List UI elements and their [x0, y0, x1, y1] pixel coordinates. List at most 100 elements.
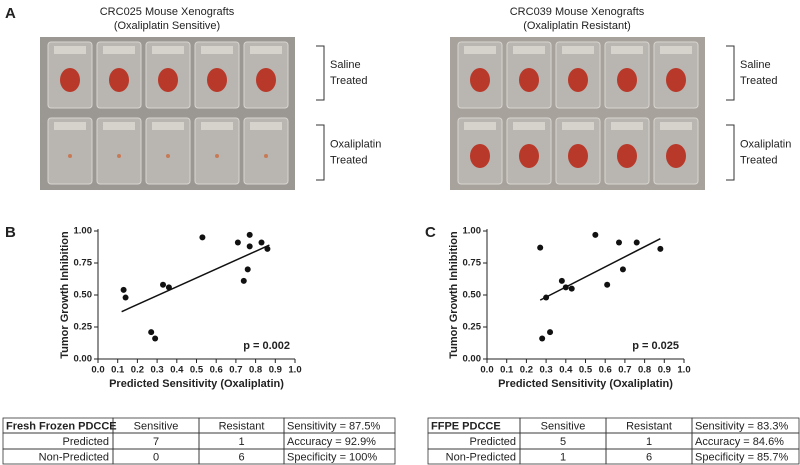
- x-tick-label: 1.0: [677, 365, 690, 376]
- x-tick-label: 0.6: [210, 365, 223, 376]
- x-tick-label: 0.7: [229, 365, 242, 376]
- point: [604, 281, 611, 288]
- well-label: [562, 122, 594, 130]
- x-tick-label: 0.9: [269, 365, 282, 376]
- table-text: Fresh Frozen PDCCE: [6, 420, 117, 432]
- fit-line: [539, 238, 661, 301]
- point: [199, 234, 206, 241]
- y-tick-label: 0.00: [463, 354, 482, 365]
- point: [547, 329, 554, 336]
- table-text: FFPE PDCCE: [431, 420, 501, 432]
- table-text: 1: [560, 451, 566, 463]
- group-label: Oxaliplatin: [330, 138, 381, 150]
- point: [258, 239, 265, 246]
- group-label: Treated: [740, 75, 778, 87]
- well: [47, 117, 93, 185]
- table-text: 1: [646, 436, 652, 448]
- point: [122, 294, 129, 301]
- well-label: [660, 122, 692, 130]
- x-tick-label: 1.0: [288, 365, 301, 376]
- well-label: [201, 46, 233, 54]
- point: [234, 239, 241, 246]
- table-text: Non-Predicted: [39, 451, 109, 463]
- y-tick-label: 0.25: [463, 322, 482, 333]
- x-tick-label: 0.6: [599, 365, 612, 376]
- x-tick-label: 0.3: [150, 365, 163, 376]
- p-value: p = 0.025: [632, 340, 679, 352]
- panel-label: C: [425, 224, 436, 241]
- point: [246, 243, 253, 250]
- bracket: [726, 124, 735, 181]
- photo-title: (Oxaliplatin Resistant): [523, 20, 631, 32]
- tumor: [68, 154, 72, 158]
- x-tick-label: 0.0: [480, 365, 493, 376]
- x-axis-title: Predicted Sensitivity (Oxaliplatin): [109, 378, 284, 390]
- tumor: [470, 144, 490, 168]
- well-label: [513, 46, 545, 54]
- y-tick-label: 0.50: [74, 290, 93, 301]
- y-tick-label: 0.00: [74, 354, 93, 365]
- point: [568, 285, 575, 292]
- point: [246, 231, 253, 238]
- tumor: [666, 68, 686, 92]
- x-tick-label: 0.7: [618, 365, 631, 376]
- x-tick-label: 0.8: [638, 365, 651, 376]
- y-axis-title: Tumor Growth Inhibition: [448, 231, 460, 359]
- well-label: [464, 122, 496, 130]
- well-label: [513, 122, 545, 130]
- group-label: Treated: [330, 75, 368, 87]
- y-axis-title: Tumor Growth Inhibition: [59, 231, 71, 359]
- tumor: [519, 68, 539, 92]
- bracket: [316, 45, 325, 101]
- y-tick-label: 1.00: [74, 226, 93, 237]
- bracket: [726, 45, 735, 101]
- table-text: Non-Predicted: [446, 451, 516, 463]
- point: [152, 335, 159, 342]
- tumor: [519, 144, 539, 168]
- table-text: Sensitive: [541, 420, 586, 432]
- table-text: Specificity = 100%: [287, 451, 377, 463]
- well-label: [250, 122, 282, 130]
- table-text: 1: [238, 436, 244, 448]
- tumor: [666, 144, 686, 168]
- x-tick-label: 0.5: [579, 365, 593, 376]
- table-text: 6: [238, 451, 244, 463]
- tumor: [158, 68, 178, 92]
- point: [633, 239, 640, 246]
- x-tick-label: 0.9: [658, 365, 671, 376]
- point: [160, 281, 167, 288]
- point: [240, 277, 247, 284]
- panel-label: B: [5, 224, 16, 241]
- table-text: 7: [153, 436, 159, 448]
- table-text: Sensitivity = 87.5%: [287, 420, 380, 432]
- well-label: [250, 46, 282, 54]
- well: [194, 117, 240, 185]
- table-text: Sensitivity = 83.3%: [695, 420, 788, 432]
- tumor: [109, 68, 129, 92]
- table-text: Predicted: [63, 436, 109, 448]
- well-label: [611, 46, 643, 54]
- table-text: Predicted: [470, 436, 516, 448]
- table-text: Accuracy = 92.9%: [287, 436, 376, 448]
- tumor: [60, 68, 80, 92]
- point: [558, 277, 565, 284]
- tumor: [264, 154, 268, 158]
- well-label: [152, 46, 184, 54]
- point: [148, 329, 155, 336]
- table-text: Accuracy = 84.6%: [695, 436, 784, 448]
- tumor: [470, 68, 490, 92]
- point: [165, 284, 172, 291]
- tumor: [256, 68, 276, 92]
- photo-title: (Oxaliplatin Sensitive): [114, 20, 220, 32]
- x-tick-label: 0.8: [249, 365, 262, 376]
- well: [243, 117, 289, 185]
- tumor: [215, 154, 219, 158]
- point: [615, 239, 622, 246]
- tumor: [117, 154, 121, 158]
- panel-label: A: [5, 5, 16, 22]
- x-tick-label: 0.1: [111, 365, 125, 376]
- x-tick-label: 0.4: [170, 365, 184, 376]
- photo-title: CRC025 Mouse Xenografts: [100, 6, 235, 18]
- well-label: [103, 46, 135, 54]
